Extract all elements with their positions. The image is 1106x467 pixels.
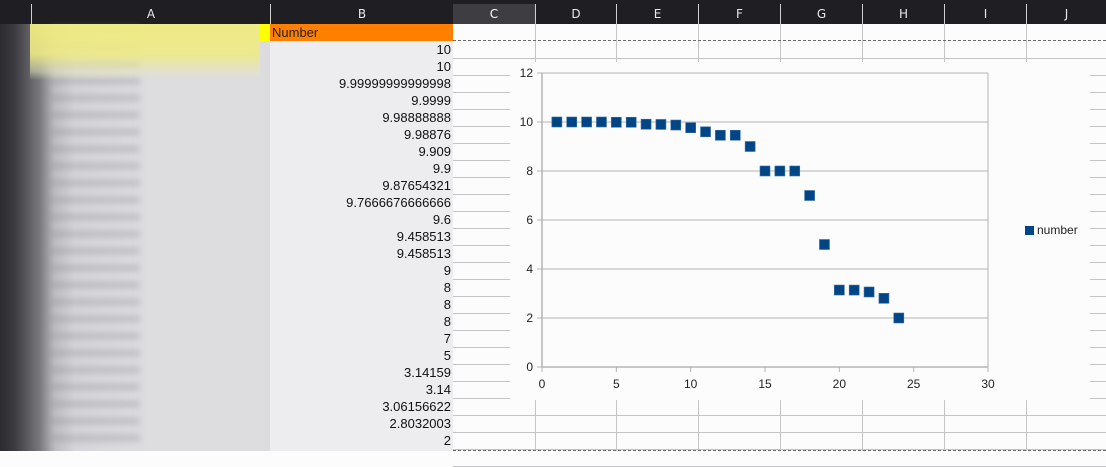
y-tick-label: 6 bbox=[526, 213, 533, 227]
number-cell[interactable]: 2 bbox=[443, 433, 451, 448]
legend-square-icon bbox=[1025, 225, 1034, 235]
number-cell[interactable]: 7 bbox=[443, 331, 451, 346]
column-header-bar: A B C D E F G H I J bbox=[0, 0, 1106, 24]
number-cell[interactable]: 2.8032003 bbox=[389, 416, 451, 431]
data-point-marker bbox=[789, 165, 801, 177]
column-b-cells bbox=[270, 24, 453, 451]
x-tick-label: 20 bbox=[833, 377, 847, 391]
column-header-f[interactable]: F bbox=[698, 4, 780, 24]
data-point-marker bbox=[611, 116, 622, 128]
number-cell[interactable]: 8 bbox=[443, 314, 451, 329]
number-cell[interactable]: 9.458513 bbox=[396, 229, 451, 244]
x-tick-label: 0 bbox=[539, 377, 546, 391]
data-point-marker bbox=[863, 286, 875, 298]
row-gridline bbox=[453, 415, 1106, 416]
x-tick-label: 5 bbox=[613, 377, 620, 391]
data-point-marker bbox=[729, 129, 741, 141]
row-gridline bbox=[453, 449, 1106, 450]
y-tick-label: 8 bbox=[526, 164, 533, 178]
number-cell[interactable]: 8 bbox=[443, 297, 451, 312]
data-point-marker bbox=[581, 116, 592, 128]
x-tick-label: 10 bbox=[684, 377, 698, 391]
y-tick-label: 0 bbox=[526, 360, 533, 374]
x-tick-label: 25 bbox=[907, 377, 921, 391]
number-cell[interactable]: 10 bbox=[436, 59, 451, 74]
data-point-marker bbox=[804, 190, 815, 201]
number-cell[interactable]: 9.9 bbox=[432, 161, 451, 176]
y-tick-label: 10 bbox=[520, 115, 534, 129]
data-point-marker bbox=[625, 116, 637, 128]
column-header-j[interactable]: J bbox=[1026, 4, 1106, 24]
data-point-marker bbox=[596, 116, 607, 128]
number-cell[interactable]: 8 bbox=[443, 280, 451, 295]
number-cell[interactable]: 9.458513 bbox=[396, 246, 451, 261]
number-cell[interactable]: 9.87654321 bbox=[382, 178, 451, 193]
data-point-marker bbox=[715, 129, 726, 141]
y-tick-label: 4 bbox=[526, 262, 533, 276]
data-point-marker bbox=[640, 118, 652, 130]
number-cell[interactable]: 9.6 bbox=[432, 212, 451, 227]
column-header-d[interactable]: D bbox=[535, 4, 616, 24]
column-header-c[interactable]: C bbox=[453, 4, 535, 24]
data-point-marker bbox=[655, 119, 667, 130]
number-cell[interactable]: 9.99999999999998 bbox=[338, 76, 451, 91]
page-break-line bbox=[453, 40, 1106, 41]
number-cell[interactable]: 9 bbox=[443, 263, 451, 278]
data-point-marker bbox=[878, 293, 890, 304]
number-cell[interactable]: 3.14159 bbox=[404, 365, 451, 380]
row-gridline bbox=[453, 432, 1106, 433]
number-cell[interactable]: 3.14 bbox=[425, 382, 451, 397]
row-gridline bbox=[453, 58, 1106, 59]
chart-legend: number bbox=[1025, 222, 1078, 238]
data-point-marker bbox=[834, 284, 845, 296]
number-cell[interactable]: 9.909 bbox=[418, 144, 451, 159]
data-point-marker bbox=[819, 239, 830, 250]
x-tick-label: 15 bbox=[758, 377, 772, 391]
yellow-cell-marker bbox=[260, 24, 270, 41]
data-point-marker bbox=[848, 284, 860, 296]
number-cell[interactable]: 9.9999 bbox=[411, 93, 451, 108]
number-cell[interactable]: 9.98888888 bbox=[382, 110, 451, 125]
column-a-redacted-cells[interactable] bbox=[0, 24, 270, 451]
column-header-a[interactable]: A bbox=[31, 4, 270, 24]
number-cell[interactable]: 3.06156622 bbox=[382, 399, 451, 414]
x-tick-label: 30 bbox=[981, 377, 995, 391]
y-tick-label: 12 bbox=[520, 66, 534, 80]
chart-plot: 0 2 4 6 8 10 12 0 5 10 15 20 25 30 bbox=[520, 66, 995, 391]
data-point-marker bbox=[893, 312, 905, 324]
data-point-marker bbox=[700, 126, 711, 138]
scatter-chart[interactable]: 0 2 4 6 8 10 12 0 5 10 15 20 25 30 bbox=[510, 62, 1090, 400]
column-header-e[interactable]: E bbox=[616, 4, 698, 24]
column-header-i[interactable]: I bbox=[944, 4, 1026, 24]
number-cell[interactable]: 5 bbox=[443, 348, 451, 363]
column-a-highlight bbox=[30, 24, 260, 80]
number-cell[interactable]: 10 bbox=[436, 42, 451, 57]
column-header-b[interactable]: B bbox=[270, 4, 453, 24]
legend-label: number bbox=[1037, 223, 1078, 237]
y-tick-label: 2 bbox=[526, 311, 533, 325]
data-point-marker bbox=[670, 119, 682, 131]
column-header-h[interactable]: H bbox=[862, 4, 944, 24]
number-header-cell[interactable]: Number bbox=[270, 24, 453, 41]
data-point-marker bbox=[551, 116, 563, 128]
data-point-marker bbox=[566, 116, 578, 128]
data-point-marker bbox=[759, 165, 771, 177]
number-cell[interactable]: 9.98876 bbox=[404, 127, 451, 142]
column-header-g[interactable]: G bbox=[780, 4, 862, 24]
data-point-marker bbox=[744, 141, 756, 152]
number-cell[interactable]: 9.7666676666666 bbox=[346, 195, 451, 210]
column-a-blurred-text bbox=[50, 26, 140, 446]
data-point-marker bbox=[685, 122, 696, 134]
data-point-marker bbox=[774, 165, 786, 177]
